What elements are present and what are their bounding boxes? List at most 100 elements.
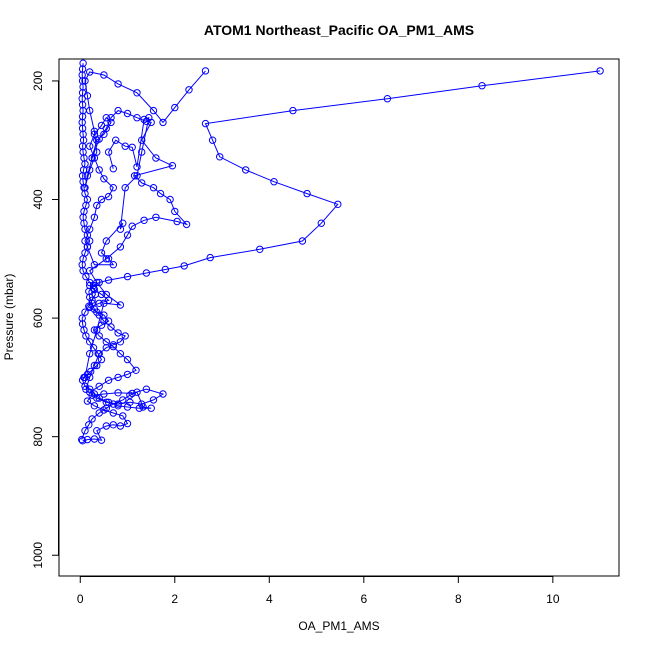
data-point (142, 269, 151, 277)
data-point (149, 184, 158, 192)
y-tick-label: 200 (31, 71, 45, 91)
data-point (119, 219, 127, 227)
series-line (82, 285, 165, 442)
data-point (97, 195, 106, 204)
y-tick-label: 400 (31, 189, 45, 209)
data-point (133, 114, 141, 122)
data-point (109, 165, 118, 173)
data-point (182, 220, 191, 229)
data-point (81, 237, 89, 245)
data-point (104, 317, 113, 325)
x-tick-label: 10 (546, 592, 560, 606)
y-tick-label: 800 (31, 426, 45, 446)
data-point (121, 332, 129, 340)
y-tick-label: 600 (31, 308, 45, 328)
data-point (90, 285, 99, 294)
data-point (102, 237, 111, 245)
data-point (152, 154, 160, 162)
data-point (119, 412, 127, 420)
data-point (123, 109, 132, 118)
data-point (123, 272, 132, 281)
data-point (81, 77, 89, 85)
data-point (133, 163, 141, 171)
data-point (88, 154, 96, 162)
data-point (79, 59, 87, 67)
data-point (156, 189, 165, 198)
data-point (90, 435, 99, 443)
data-point (97, 249, 106, 257)
data-point (133, 89, 141, 97)
data-point (159, 118, 167, 127)
data-point (116, 243, 125, 251)
data-point (104, 376, 113, 384)
series-4 (81, 114, 153, 269)
y-tick-label: 1000 (31, 542, 45, 569)
data-point (100, 390, 108, 398)
data-point (128, 389, 136, 398)
data-point (138, 148, 146, 156)
data-point (114, 373, 122, 382)
data-point (130, 172, 139, 180)
data-point (100, 71, 108, 79)
data-point (93, 427, 101, 435)
data-point (126, 398, 134, 406)
data-point (104, 192, 113, 201)
data-point (114, 329, 122, 337)
data-point (100, 175, 108, 183)
data-point (138, 400, 146, 408)
data-point (298, 237, 307, 245)
data-point (173, 217, 181, 226)
data-point (90, 326, 99, 334)
data-point (132, 366, 140, 374)
data-point (208, 136, 217, 144)
data-point (123, 370, 132, 379)
data-point (152, 213, 160, 222)
data-point (81, 373, 89, 382)
data-point (104, 296, 113, 304)
data-point (109, 421, 118, 429)
data-point (81, 308, 89, 316)
data-point (123, 355, 132, 364)
plot-frame (58, 58, 620, 577)
data-point (78, 437, 87, 445)
data-point (109, 184, 118, 192)
data-point (128, 222, 136, 230)
data-point (89, 344, 98, 352)
data-point (86, 166, 94, 174)
data-point (149, 396, 158, 404)
data-point (100, 130, 108, 139)
data-point (138, 179, 146, 187)
data-point (109, 342, 118, 351)
data-point (93, 361, 101, 370)
data-point (121, 142, 129, 150)
data-point (83, 397, 92, 405)
data-point (140, 115, 148, 124)
data-point (159, 390, 167, 398)
series-5 (78, 281, 167, 445)
data-point (104, 255, 113, 263)
data-point (95, 299, 103, 307)
data-point (114, 80, 122, 88)
data-point (83, 92, 92, 100)
data-point (303, 189, 311, 198)
data-point (107, 118, 115, 127)
data-point (97, 321, 106, 329)
data-point (185, 86, 193, 94)
data-point (93, 136, 101, 144)
data-point (93, 394, 101, 402)
data-point (147, 404, 155, 412)
data-point (93, 201, 101, 210)
data-point (97, 436, 106, 444)
data-point (145, 114, 153, 122)
x-tick-label: 0 (77, 592, 84, 606)
data-point (86, 373, 94, 382)
data-point (100, 406, 108, 414)
data-point (121, 184, 129, 192)
data-point (95, 350, 103, 358)
x-tick-label: 6 (360, 592, 367, 606)
data-point (126, 391, 134, 399)
data-point (112, 136, 120, 144)
data-point (83, 435, 92, 444)
data-point (102, 422, 111, 430)
